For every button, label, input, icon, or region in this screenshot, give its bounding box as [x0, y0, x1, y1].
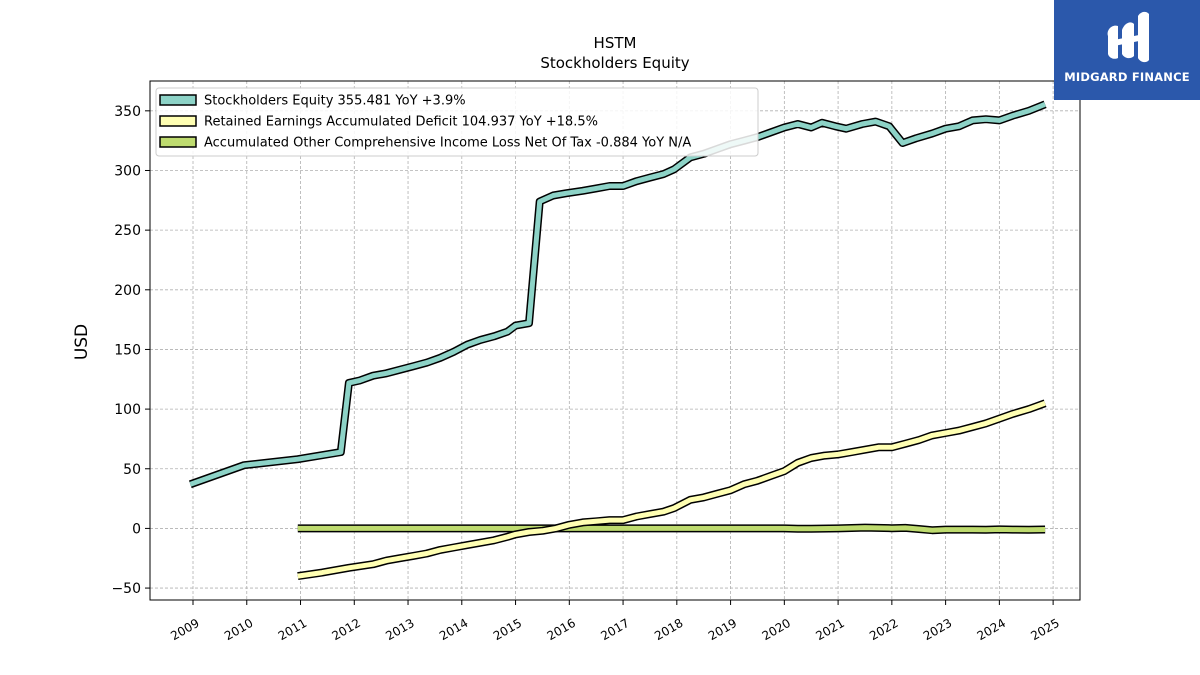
y-axis: −50 0 50 100 150 200 250 300 350 [111, 104, 150, 597]
series-line [297, 400, 1046, 579]
x-tick-label: 2014 [437, 616, 470, 643]
legend-label: Accumulated Other Comprehensive Income L… [204, 136, 691, 151]
y-tick-label: 300 [114, 163, 141, 179]
y-tick-label: 50 [123, 462, 141, 478]
x-tick-label: 2025 [1028, 616, 1061, 643]
x-tick-label: 2010 [222, 616, 255, 643]
midgard-finance-logo: MIDGARD FINANCE [1054, 0, 1200, 100]
x-tick-label: 2019 [706, 616, 739, 643]
y-axis-label: USD [72, 324, 92, 360]
series-line-outline [188, 100, 1047, 489]
x-tick-label: 2023 [921, 616, 954, 643]
legend: Stockholders Equity 355.481 YoY +3.9% Ret… [155, 87, 759, 157]
x-tick-label: 2011 [276, 616, 309, 643]
logo-mark-icon [1107, 11, 1149, 63]
y-tick-label: 150 [114, 342, 141, 358]
legend-swatch [159, 115, 197, 127]
y-tick-label: 250 [114, 223, 141, 239]
series-1 [297, 399, 1047, 581]
y-tick-label: 200 [114, 283, 141, 299]
y-tick-label: −50 [111, 581, 141, 597]
x-tick-label: 2009 [168, 616, 201, 643]
legend-swatch [159, 94, 197, 106]
x-tick-label: 2017 [598, 616, 631, 643]
legend-label: Retained Earnings Accumulated Deficit 10… [204, 115, 598, 130]
x-tick-label: 2016 [545, 616, 578, 643]
series-line-outline [297, 399, 1047, 581]
y-tick-label: 0 [132, 521, 141, 537]
chart-subtitle: Stockholders Equity [540, 54, 689, 72]
series-line [189, 101, 1047, 487]
x-tick-label: 2022 [867, 616, 900, 643]
x-tick-label: 2018 [652, 616, 685, 643]
x-tick-label: 2015 [491, 616, 524, 643]
x-tick-label: 2012 [330, 616, 363, 643]
x-axis: 2009 2010 2011 2012 2013 2014 2015 2016 2017 2018… [168, 600, 1062, 643]
series-2 [297, 523, 1046, 535]
series-line [297, 525, 1046, 533]
legend-box [155, 87, 759, 157]
x-tick-label: 2013 [383, 616, 416, 643]
series-layer [188, 100, 1047, 581]
chart-title: HSTM [594, 34, 637, 52]
legend-label: Stockholders Equity 355.481 YoY +3.9% [204, 94, 466, 109]
plot-frame [149, 80, 1081, 601]
logo-brand-text: MIDGARD FINANCE [1064, 70, 1190, 84]
series-0 [188, 100, 1047, 489]
legend-swatch [159, 136, 197, 148]
x-tick-label: 2021 [813, 616, 846, 643]
y-tick-label: 350 [114, 104, 141, 120]
x-tick-label: 2024 [975, 616, 1008, 643]
y-tick-label: 100 [114, 402, 141, 418]
x-tick-label: 2020 [760, 616, 793, 643]
